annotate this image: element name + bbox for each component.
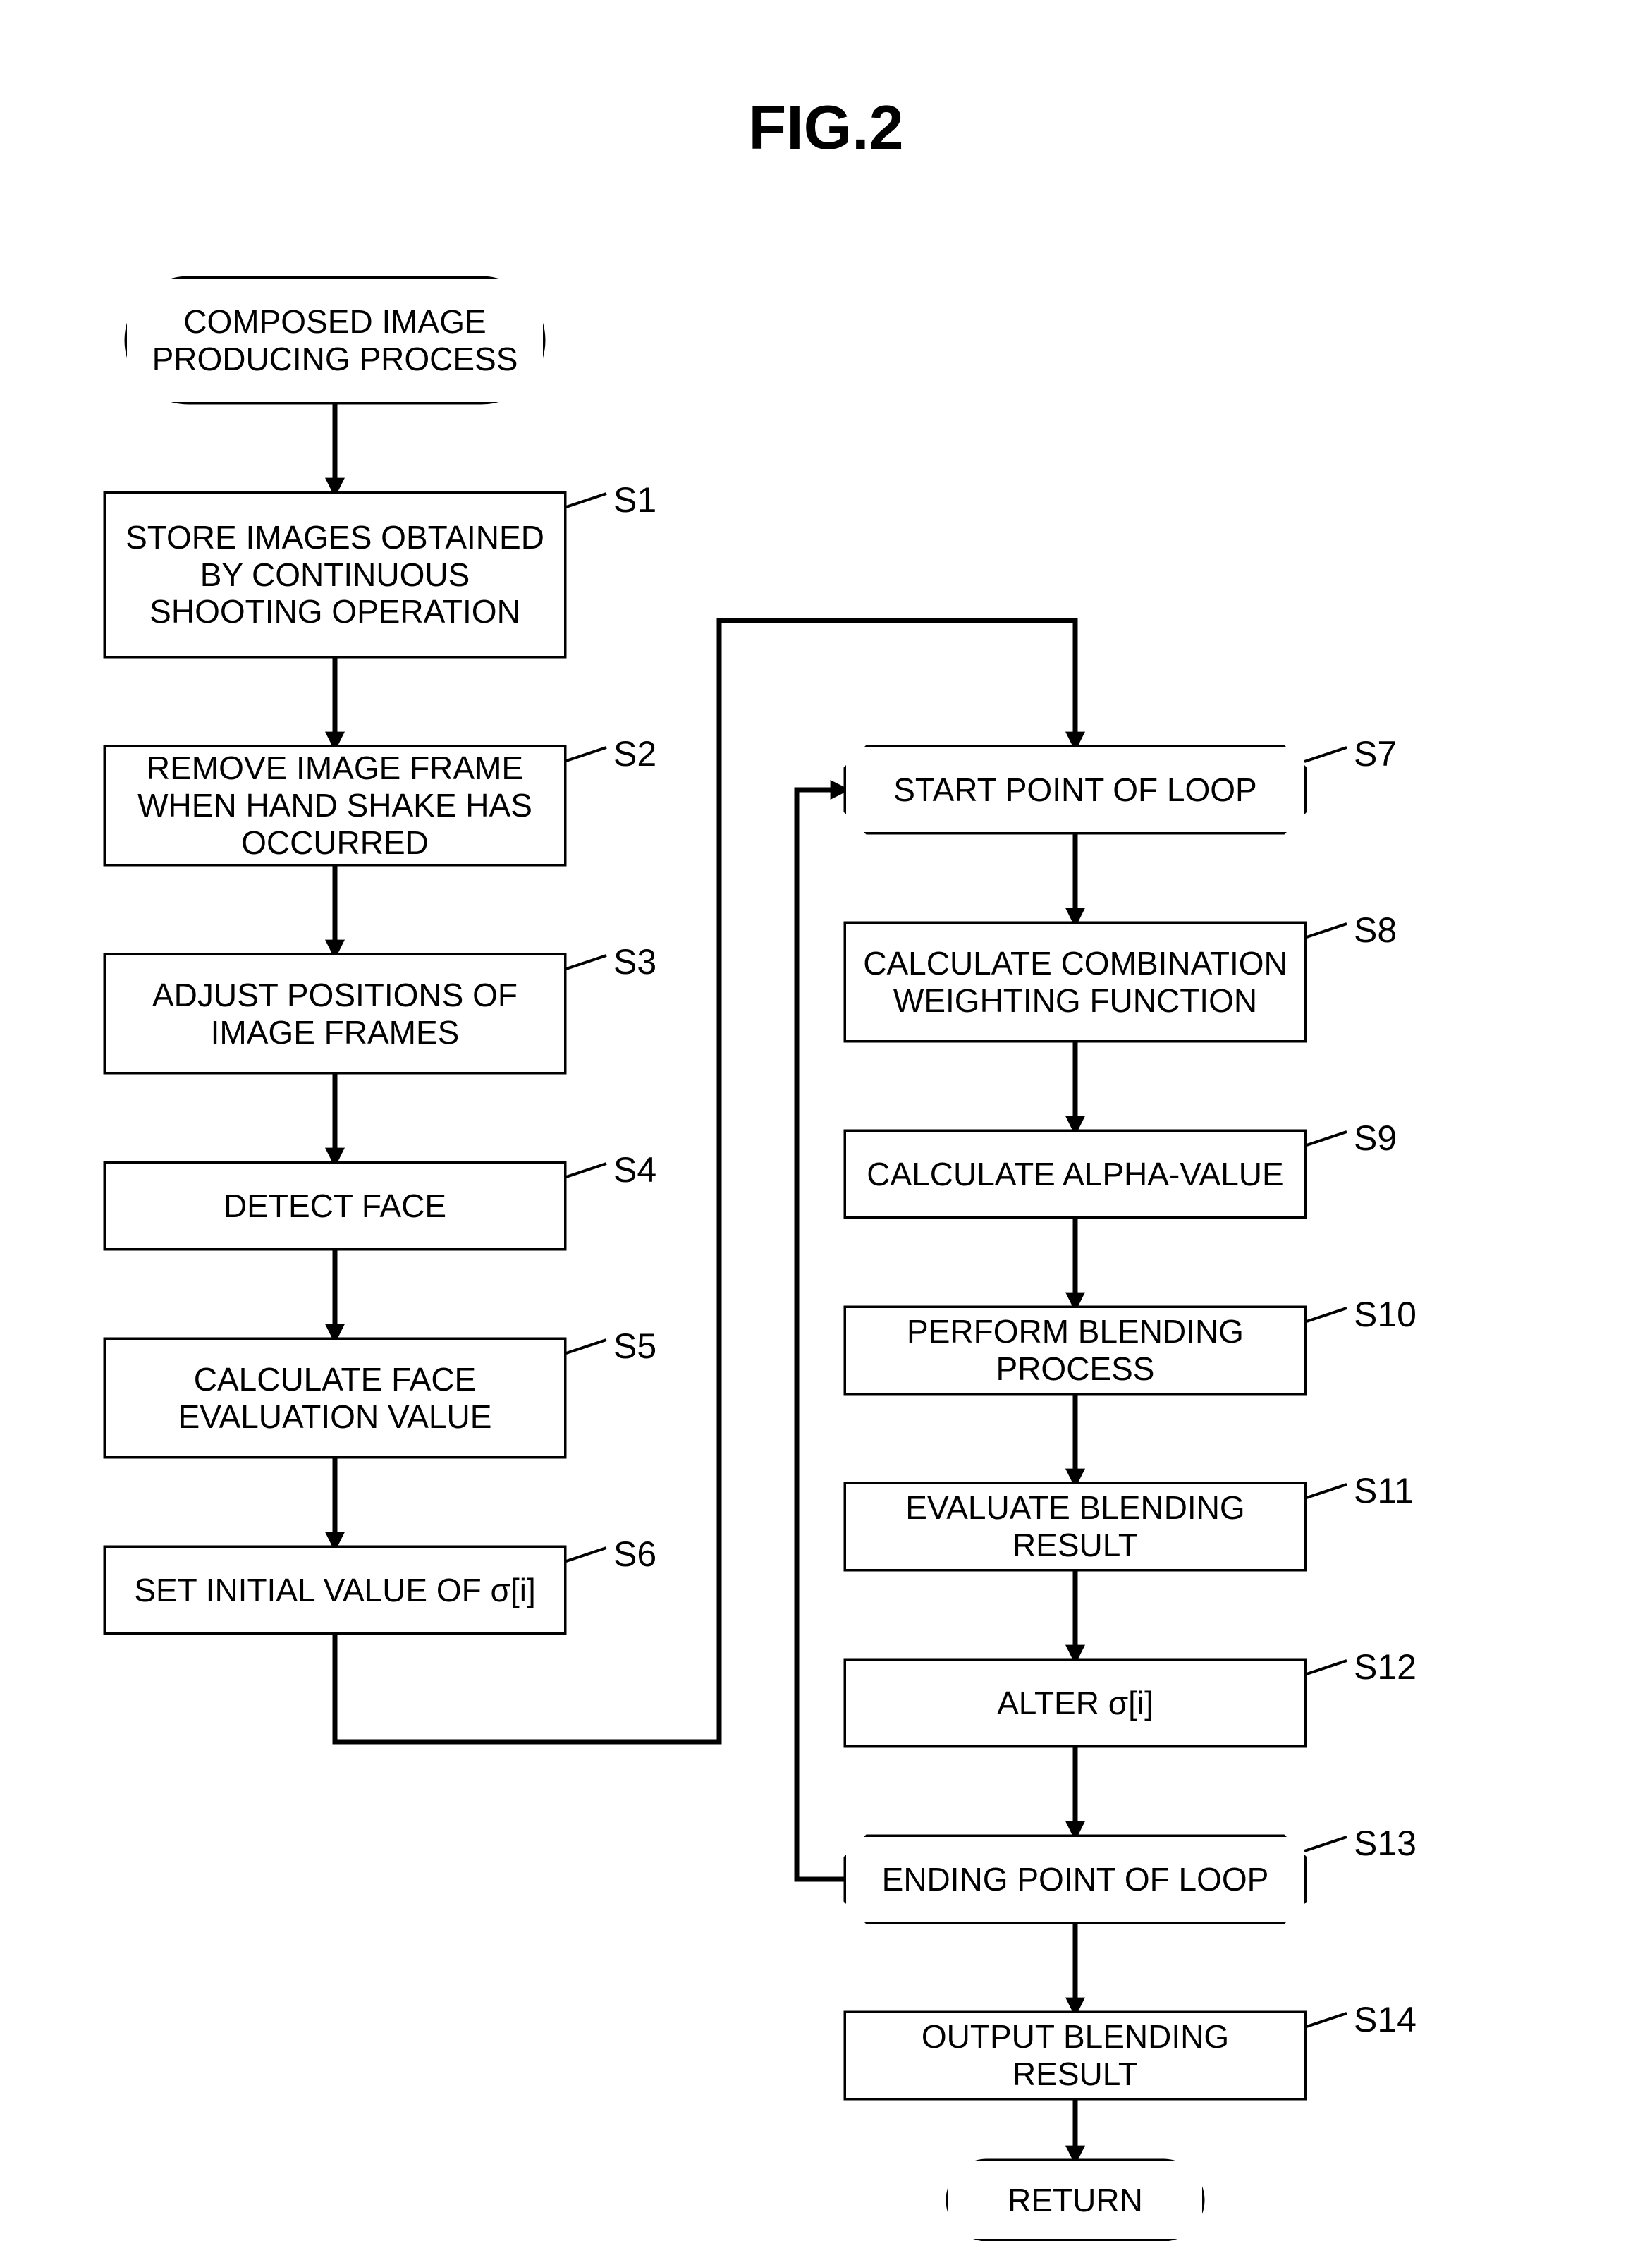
- flowchart-node-s2: REMOVE IMAGE FRAME WHEN HAND SHAKE HAS O…: [106, 747, 564, 864]
- step-label: S14: [1354, 1999, 1417, 2040]
- figure-title: FIG.2: [0, 92, 1652, 164]
- step-label: S7: [1354, 733, 1397, 774]
- step-label: S9: [1354, 1118, 1397, 1159]
- flowchart-node-s6: SET INITIAL VALUE OF σ[i]: [106, 1548, 564, 1632]
- flowchart-node-s12: ALTER σ[i]: [846, 1661, 1304, 1745]
- flowchart-node-s14: OUTPUT BLENDING RESULT: [846, 2013, 1304, 2098]
- step-label: S12: [1354, 1647, 1417, 1687]
- step-label: S4: [613, 1149, 656, 1190]
- flowchart-node-s9: CALCULATE ALPHA-VALUE: [846, 1132, 1304, 1216]
- flowchart-node-s10: PERFORM BLENDING PROCESS: [846, 1308, 1304, 1393]
- step-label: S10: [1354, 1294, 1417, 1335]
- step-label: S1: [613, 480, 656, 520]
- flowchart-node-s5: CALCULATE FACE EVALUATION VALUE: [106, 1340, 564, 1456]
- flowchart-node-s7: START POINT OF LOOP: [846, 747, 1304, 832]
- flowchart-node-return: RETURN: [948, 2161, 1202, 2239]
- step-label: S3: [613, 941, 656, 982]
- step-label: S13: [1354, 1823, 1417, 1864]
- flowchart-node-s1: STORE IMAGES OBTAINED BY CONTINUOUS SHOO…: [106, 494, 564, 656]
- flowchart-node-s4: DETECT FACE: [106, 1164, 564, 1248]
- flowchart-node-s13: ENDING POINT OF LOOP: [846, 1837, 1304, 1922]
- step-label: S8: [1354, 910, 1397, 951]
- flowchart-node-start: COMPOSED IMAGE PRODUCING PROCESS: [127, 279, 543, 402]
- step-label: S6: [613, 1534, 656, 1575]
- flowchart-node-s8: CALCULATE COMBINATION WEIGHTING FUNCTION: [846, 924, 1304, 1040]
- flowchart-node-s11: EVALUATE BLENDING RESULT: [846, 1484, 1304, 1569]
- flowchart-node-s3: ADJUST POSITIONS OF IMAGE FRAMES: [106, 955, 564, 1072]
- step-label: S2: [613, 733, 656, 774]
- step-label: S5: [613, 1326, 656, 1367]
- step-label: S11: [1354, 1470, 1414, 1511]
- flowchart-page: FIG.2 COMPOSED IMAGE PRODUCING PROCESS ST…: [0, 0, 1652, 2241]
